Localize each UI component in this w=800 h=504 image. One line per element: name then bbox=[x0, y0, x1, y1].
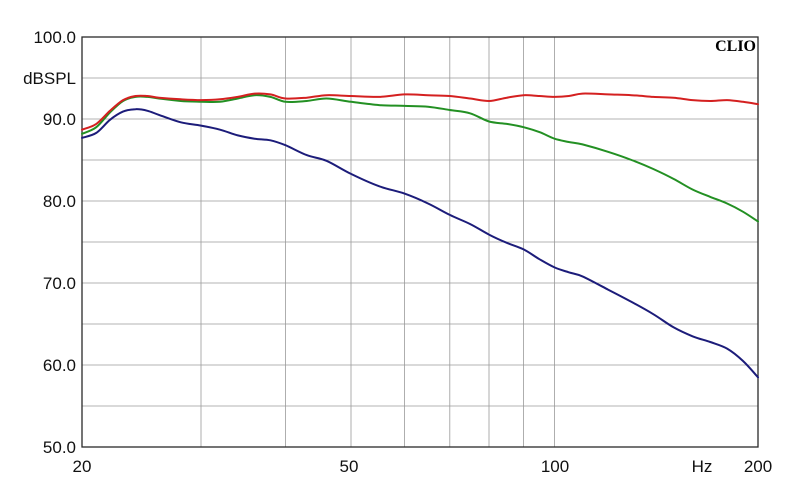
grid bbox=[82, 37, 758, 447]
y-tick-80: 80.0 bbox=[43, 192, 76, 211]
axis-labels: 100.0 dBSPL 90.0 80.0 70.0 60.0 50.0 20 … bbox=[23, 28, 772, 476]
clio-brand-label: CLIO bbox=[715, 38, 756, 55]
series-line-1 bbox=[81, 92, 759, 131]
x-axis-unit: Hz bbox=[692, 457, 713, 476]
y-tick-90: 90.0 bbox=[43, 110, 76, 129]
plot-frame bbox=[81, 36, 759, 448]
y-tick-70: 70.0 bbox=[43, 274, 76, 293]
x-tick-200: 200 bbox=[744, 457, 772, 476]
y-tick-50: 50.0 bbox=[43, 438, 76, 457]
y-tick-60: 60.0 bbox=[43, 356, 76, 375]
y-tick-100: 100.0 bbox=[33, 28, 76, 47]
series-group bbox=[81, 92, 759, 379]
y-axis-label: dBSPL bbox=[23, 69, 76, 88]
x-tick-100: 100 bbox=[541, 457, 569, 476]
series-line-3 bbox=[81, 108, 759, 379]
x-tick-50: 50 bbox=[340, 457, 359, 476]
x-tick-20: 20 bbox=[73, 457, 92, 476]
